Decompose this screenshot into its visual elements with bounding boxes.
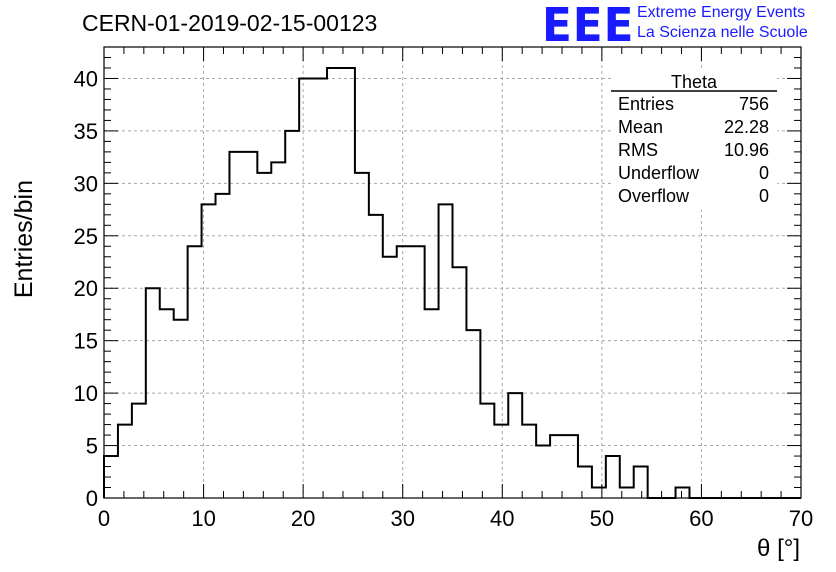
histogram-bin [299, 78, 313, 498]
histogram-bin [285, 131, 299, 498]
histogram-bin [439, 204, 453, 498]
histogram-bin [118, 425, 132, 498]
stats-row-value: 756 [739, 94, 769, 114]
histogram-bin [132, 404, 146, 498]
histogram-bin [453, 267, 467, 498]
y-tick-label: 0 [86, 486, 98, 511]
stats-row-label: RMS [618, 140, 658, 160]
y-tick-label: 10 [74, 381, 98, 406]
eee-logo-mark: EEE [542, 0, 635, 52]
histogram-bin [592, 488, 606, 498]
x-tick-label: 70 [789, 506, 813, 531]
axis-ticks [103, 46, 802, 499]
histogram-bin [327, 68, 341, 498]
histogram-bin [146, 288, 160, 498]
y-tick-label: 5 [86, 434, 98, 459]
histogram-bin [369, 215, 383, 498]
histogram-bin [383, 257, 397, 498]
x-tick-label: 40 [490, 506, 514, 531]
histogram-bin [160, 309, 174, 498]
x-axis-label: θ [°] [757, 535, 800, 562]
stats-box: Theta Entries 756 Mean 22.28 RMS 10.96 Underfl… [611, 70, 777, 210]
histogram-bin [202, 204, 216, 498]
histogram-bin [271, 162, 285, 498]
histogram-bin [425, 309, 439, 498]
histogram-bin [606, 456, 620, 498]
stats-row-label: Underflow [618, 163, 700, 183]
x-tick-label: 20 [291, 506, 315, 531]
histogram-bin [243, 152, 257, 498]
y-tick-label: 35 [74, 119, 98, 144]
histogram-bin [257, 173, 271, 498]
histogram-bin [188, 246, 202, 498]
tick-labels: 0 10 20 30 40 50 60 70 0 5 10 15 20 25 30 35 40 [74, 66, 814, 531]
x-tick-label: 60 [689, 506, 713, 531]
stats-row-value: 0 [759, 163, 769, 183]
histogram-bin [397, 246, 411, 498]
y-tick-label: 15 [74, 329, 98, 354]
histogram-bin [522, 425, 536, 498]
stats-row-label: Overflow [618, 186, 690, 206]
stats-row-label: Entries [618, 94, 674, 114]
logo-tagline-1: Extreme Energy Events [637, 4, 806, 21]
y-tick-label: 20 [74, 276, 98, 301]
y-tick-label: 40 [74, 66, 98, 91]
x-tick-label: 50 [590, 506, 614, 531]
histogram-bin [341, 68, 355, 498]
plot-frame [103, 46, 802, 499]
histogram-bin [550, 435, 564, 498]
stats-box-background [611, 70, 777, 210]
y-axis-label: Entries/bin [10, 180, 38, 298]
stats-row-value: 22.28 [724, 117, 769, 137]
histogram-bin [578, 467, 592, 498]
histogram-bin [174, 320, 188, 498]
stats-row-label: Mean [618, 117, 663, 137]
histogram [103, 66, 801, 499]
histogram-bin [313, 78, 327, 498]
histogram-bin [229, 152, 243, 498]
x-tick-label: 30 [390, 506, 414, 531]
histogram-bin [676, 488, 690, 498]
histogram-bin [508, 393, 522, 498]
run-title: CERN-01-2019-02-15-00123 [82, 10, 378, 36]
histogram-bin [466, 330, 480, 498]
logo-tagline-2: La Scienza nelle Scuole [637, 24, 808, 41]
stats-rows: Entries 756 Mean 22.28 RMS 10.96 Underflow 0 Ove… [618, 94, 769, 206]
x-tick-label: 0 [98, 506, 110, 531]
y-tick-label: 25 [74, 224, 98, 249]
histogram-bin [355, 173, 369, 498]
y-tick-label: 30 [74, 171, 98, 196]
histogram-bin [564, 435, 578, 498]
stats-row-value: 0 [759, 186, 769, 206]
x-tick-label: 10 [191, 506, 215, 531]
histogram-bin [411, 246, 425, 498]
stats-row-value: 10.96 [724, 140, 769, 160]
histogram-bin [480, 404, 494, 498]
stats-box-title: Theta [671, 72, 718, 92]
histogram-bin [634, 467, 648, 498]
histogram-bin [536, 446, 550, 498]
histogram-bin [494, 425, 508, 498]
histogram-bin [216, 194, 230, 498]
histogram-outline [103, 66, 801, 499]
eee-logo: EEE Extreme Energy Events La Scienza nel… [542, 0, 832, 52]
